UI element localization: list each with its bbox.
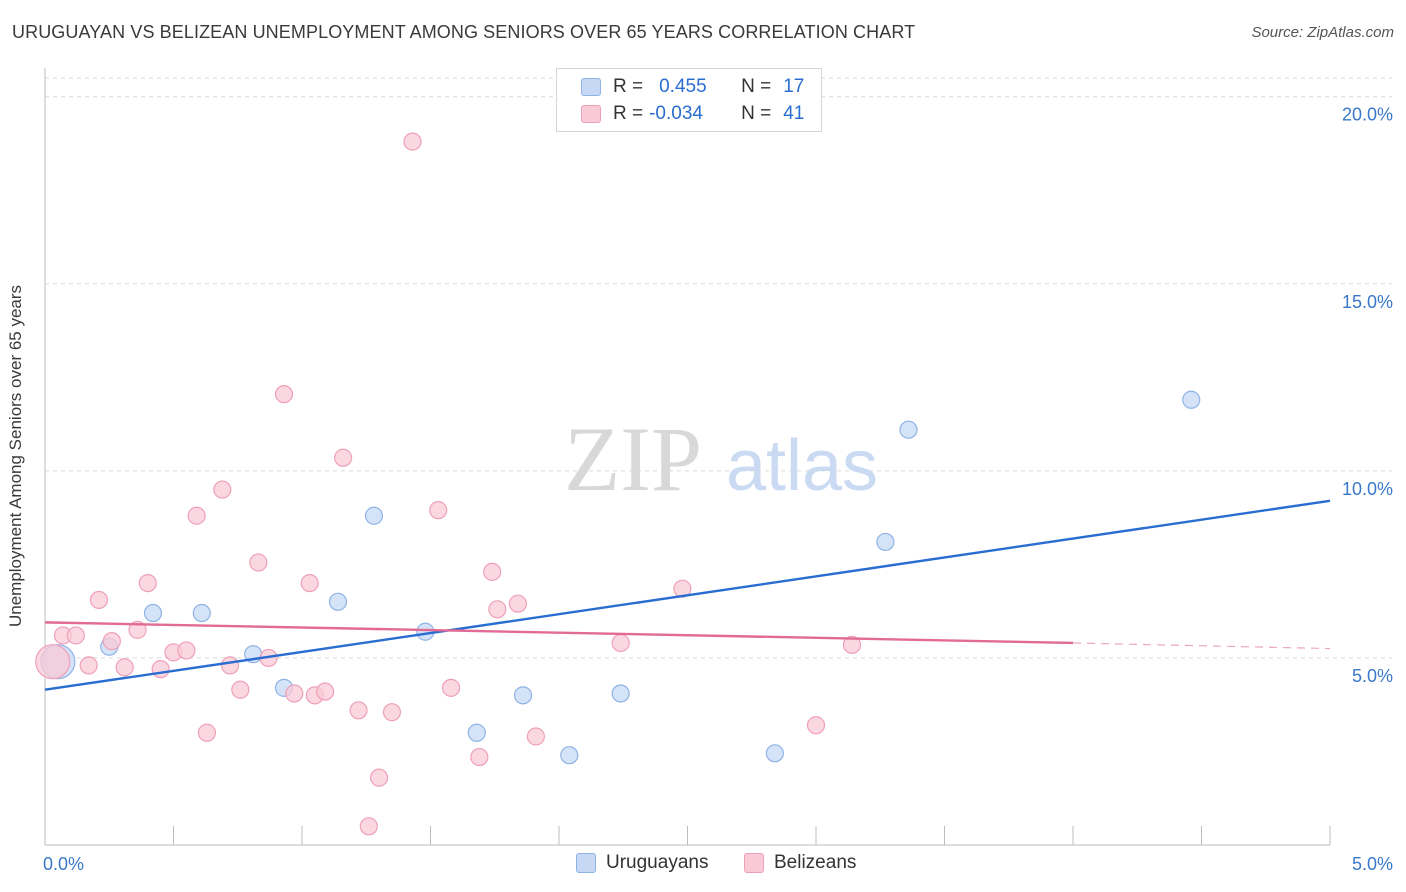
legend-n-value: 17 bbox=[783, 76, 805, 97]
belizean-point bbox=[102, 631, 121, 651]
tick-labels: 5.0% 10.0% 15.0% 20.0% 0.0% 5.0% bbox=[43, 105, 1393, 874]
belizean-point bbox=[470, 747, 489, 767]
uruguayan-point bbox=[765, 744, 784, 763]
belizean-point bbox=[138, 573, 157, 593]
belizean-point bbox=[115, 658, 134, 677]
belizean-point bbox=[177, 641, 196, 660]
belizean-point bbox=[220, 656, 240, 675]
belizean-point bbox=[187, 506, 206, 525]
watermark-zip: ZIP bbox=[564, 408, 702, 510]
belizean-point bbox=[231, 680, 250, 699]
uruguayan-point bbox=[364, 506, 384, 525]
watermark-atlas: atlas bbox=[726, 426, 878, 506]
y-tick-label: 20.0% bbox=[1342, 105, 1393, 125]
legend-row-belizeans: R = -0.034 N = 41 bbox=[581, 102, 804, 126]
uruguayan-point bbox=[1182, 390, 1201, 409]
legend-r-value: -0.034 bbox=[649, 103, 703, 124]
belizean-point bbox=[213, 480, 232, 499]
series-legend: Uruguayans Belizeans bbox=[0, 852, 1406, 876]
belizean-point bbox=[403, 132, 422, 151]
belizean-point bbox=[359, 817, 378, 836]
axes bbox=[44, 68, 1331, 846]
chart-title: URUGUAYAN VS BELIZEAN UNEMPLOYMENT AMONG… bbox=[12, 22, 916, 42]
belizean-point bbox=[370, 768, 389, 787]
belizean-point bbox=[429, 501, 448, 520]
y-tick-label: 10.0% bbox=[1342, 479, 1393, 499]
belizeans-swatch bbox=[744, 853, 764, 873]
grid-lines bbox=[45, 77, 1392, 659]
belizean-point bbox=[488, 600, 507, 619]
legend-r-label: R = bbox=[613, 76, 644, 97]
legend-item-uruguayans: Uruguayans bbox=[576, 852, 708, 874]
belizean-point bbox=[842, 635, 862, 654]
belizean-point bbox=[197, 723, 217, 742]
legend-r-label: R = bbox=[613, 103, 644, 124]
x-tick-label: 5.0% bbox=[1352, 854, 1393, 874]
belizeans-trend-line bbox=[44, 621, 1074, 645]
data-points bbox=[35, 132, 1201, 836]
belizeans-swatch bbox=[581, 105, 601, 123]
uruguayan-point bbox=[143, 603, 163, 623]
belizean-point bbox=[334, 448, 353, 467]
belizean-point bbox=[806, 716, 826, 735]
uruguayan-point bbox=[899, 420, 918, 439]
belizean-point bbox=[382, 703, 402, 722]
y-tick-label: 15.0% bbox=[1342, 292, 1393, 312]
belizean-point bbox=[66, 626, 85, 645]
legend-r-value: 0.455 bbox=[659, 76, 707, 97]
belizean-point bbox=[508, 594, 527, 613]
belizean-point bbox=[300, 573, 319, 593]
belizean-point bbox=[79, 656, 98, 675]
trend-lines bbox=[44, 499, 1331, 691]
belizean-point bbox=[89, 590, 109, 610]
uruguayans-trend-line bbox=[44, 499, 1331, 691]
x-tick-label: 0.0% bbox=[43, 854, 84, 874]
belizean-point bbox=[316, 682, 335, 701]
source-label: Source: ZipAtlas.com bbox=[1251, 24, 1394, 41]
belizean-point bbox=[526, 727, 545, 746]
uruguayan-point bbox=[192, 603, 211, 623]
legend-label-belizeans: Belizeans bbox=[774, 852, 857, 873]
legend-n-value: 41 bbox=[783, 103, 805, 124]
correlation-legend: R = 0.455 N = 17 R = -0.034 N = 41 bbox=[556, 68, 822, 132]
uruguayan-point bbox=[611, 684, 630, 703]
y-tick-label: 5.0% bbox=[1352, 666, 1393, 686]
belizean-point bbox=[349, 701, 368, 720]
belizean-point bbox=[128, 620, 147, 639]
legend-n-label: N = bbox=[741, 103, 772, 124]
uruguayan-point bbox=[467, 723, 486, 742]
belizean-point bbox=[441, 678, 461, 697]
belizeans-trend-extension bbox=[1072, 642, 1331, 650]
belizean-point bbox=[285, 684, 304, 703]
legend-n-label: N = bbox=[741, 76, 772, 97]
belizean-point bbox=[274, 385, 294, 404]
belizean-point bbox=[151, 660, 170, 679]
legend-item-belizeans: Belizeans bbox=[744, 852, 856, 874]
legend-row-uruguayans: R = 0.455 N = 17 bbox=[581, 75, 804, 99]
uruguayans-swatch bbox=[576, 853, 596, 873]
uruguayan-point bbox=[876, 532, 895, 552]
legend-label-uruguayans: Uruguayans bbox=[606, 852, 709, 873]
belizean-point bbox=[611, 633, 630, 653]
belizean-point bbox=[35, 644, 71, 680]
uruguayans-swatch bbox=[581, 78, 601, 96]
uruguayan-point bbox=[328, 592, 348, 611]
uruguayan-point bbox=[513, 686, 533, 705]
belizean-point bbox=[483, 562, 502, 581]
belizean-point bbox=[249, 553, 268, 572]
uruguayan-point bbox=[560, 746, 579, 765]
